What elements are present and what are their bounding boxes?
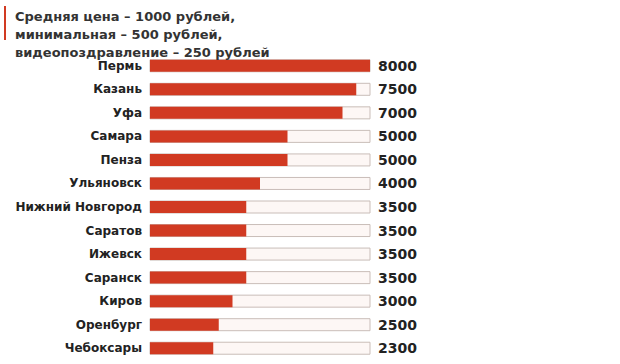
svg-text:4000: 4000 (378, 175, 417, 191)
svg-text:Уфа: Уфа (113, 106, 142, 120)
svg-text:Ижевск: Ижевск (89, 247, 142, 261)
svg-text:Чебоксары: Чебоксары (65, 341, 142, 355)
svg-text:Оренбург: Оренбург (76, 318, 142, 332)
svg-text:Саратов: Саратов (86, 224, 143, 238)
svg-text:Пенза: Пенза (100, 153, 142, 167)
svg-text:Саранск: Саранск (85, 271, 142, 285)
svg-text:Пермь: Пермь (98, 59, 143, 73)
svg-text:минимальная – 500 рублей,: минимальная – 500 рублей, (15, 27, 227, 42)
svg-text:7500: 7500 (378, 81, 417, 97)
svg-text:видеопоздравление – 250 рублей: видеопоздравление – 250 рублей (15, 45, 270, 60)
svg-text:Нижний Новгород: Нижний Новгород (15, 200, 142, 214)
svg-text:3500: 3500 (378, 199, 417, 215)
svg-text:Самара: Самара (91, 129, 143, 143)
svg-text:5000: 5000 (378, 152, 417, 168)
svg-text:3500: 3500 (378, 223, 417, 239)
svg-text:Казань: Казань (93, 82, 142, 96)
svg-text:Киров: Киров (99, 294, 142, 308)
svg-text:2300: 2300 (378, 340, 417, 356)
svg-text:5000: 5000 (378, 128, 417, 144)
svg-text:3500: 3500 (378, 246, 417, 262)
svg-text:8000: 8000 (378, 58, 417, 74)
svg-text:3000: 3000 (378, 293, 417, 309)
svg-text:Средняя цена – 1000 рублей,: Средняя цена – 1000 рублей, (15, 9, 240, 24)
svg-text:7000: 7000 (378, 105, 417, 121)
svg-text:2500: 2500 (378, 317, 417, 333)
svg-text:3500: 3500 (378, 270, 417, 286)
svg-text:Ульяновск: Ульяновск (69, 176, 142, 190)
